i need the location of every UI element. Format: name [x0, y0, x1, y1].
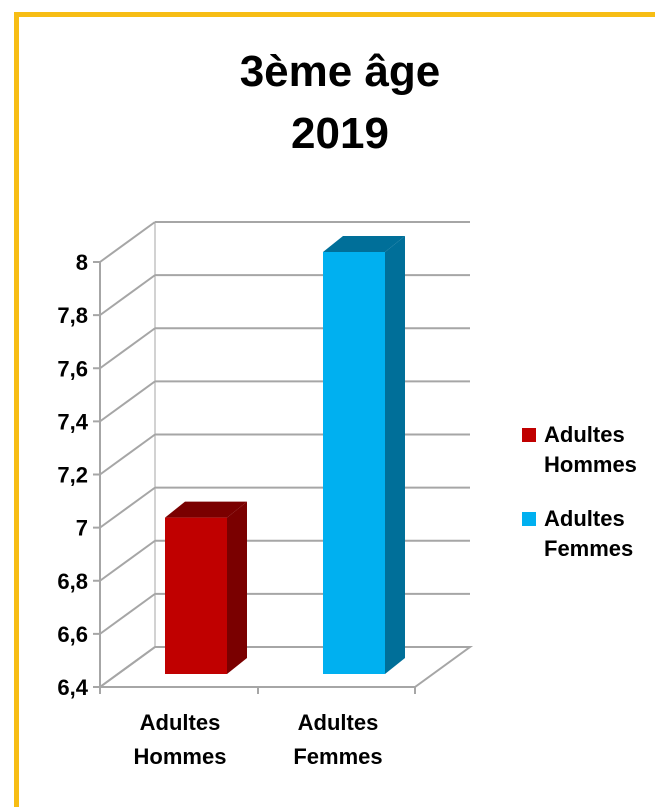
gridline-diagonal: [99, 593, 156, 635]
y-tick-label: 7,6: [57, 356, 88, 381]
legend-swatch: [522, 428, 536, 442]
frame-border-left: [14, 12, 19, 807]
x-category-label: Adultes: [298, 710, 379, 735]
gridline-diagonal: [99, 539, 156, 582]
y-tick-label: 6,6: [57, 622, 88, 647]
legend-entry-label: Femmes: [544, 536, 633, 561]
chart-title-line-1: 3ème âge: [239, 47, 441, 96]
gridline-diagonal: [99, 380, 156, 423]
y-tick-label: 7,2: [57, 463, 88, 488]
gridline-diagonal: [99, 646, 156, 688]
bar: [165, 517, 227, 674]
y-tick-label: 7,4: [57, 409, 88, 434]
y-tick-label: 7,8: [57, 303, 88, 328]
bar-top: [165, 501, 247, 518]
gridline-diagonal: [99, 274, 156, 316]
chart-floor: [96, 646, 474, 688]
y-tick-label: 6,4: [57, 675, 88, 700]
x-category-label: Adultes: [140, 710, 221, 735]
frame-border-top: [14, 12, 655, 17]
legend-entry-label: Hommes: [544, 452, 637, 477]
legend-entry-label: Adultes: [544, 422, 625, 447]
bar-top: [323, 236, 405, 252]
legend-swatch: [522, 512, 536, 526]
x-category-label: Hommes: [134, 744, 227, 769]
bar-side: [227, 501, 247, 674]
legend-entry-label: Adultes: [544, 506, 625, 531]
y-tick-label: 6,8: [57, 569, 88, 594]
chart-title-line-2: 2019: [291, 109, 389, 158]
bar: [323, 252, 385, 674]
gridline-diagonal: [99, 433, 156, 476]
x-category-label: Femmes: [293, 744, 382, 769]
gridline-diagonal: [99, 221, 156, 263]
gridline-diagonal: [99, 327, 156, 370]
bar-side: [385, 236, 405, 674]
y-tick-label: 8: [76, 250, 88, 275]
gridline-diagonal: [99, 486, 156, 529]
y-tick-label: 7: [76, 516, 88, 541]
